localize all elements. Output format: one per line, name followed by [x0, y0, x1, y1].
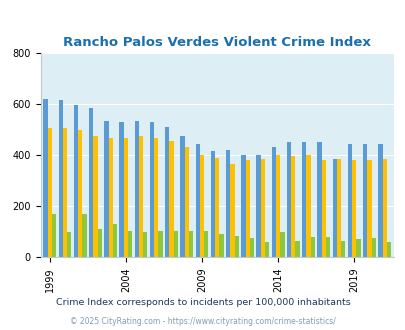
Bar [93, 136, 97, 257]
Bar [82, 214, 86, 257]
Bar [271, 148, 275, 257]
Bar [43, 99, 47, 257]
Bar [199, 155, 204, 257]
Bar [371, 238, 375, 257]
Bar [310, 237, 314, 257]
Bar [340, 241, 345, 257]
Bar [154, 139, 158, 257]
Bar [188, 231, 193, 257]
Bar [241, 155, 245, 257]
Bar [128, 231, 132, 257]
Bar [143, 232, 147, 257]
Bar [139, 136, 143, 257]
Bar [89, 108, 93, 257]
Bar [290, 156, 295, 257]
Bar [180, 136, 184, 257]
Bar [215, 158, 219, 257]
Bar [295, 241, 299, 257]
Bar [204, 231, 208, 257]
Bar [169, 141, 173, 257]
Bar [275, 155, 279, 257]
Bar [256, 155, 260, 257]
Bar [362, 144, 367, 257]
Bar [210, 151, 215, 257]
Bar [104, 120, 108, 257]
Bar [249, 238, 254, 257]
Bar [165, 127, 169, 257]
Bar [58, 100, 63, 257]
Bar [195, 144, 199, 257]
Legend: Rancho Palos Verdes, California, National: Rancho Palos Verdes, California, Nationa… [72, 328, 361, 330]
Bar [321, 160, 325, 257]
Bar [382, 159, 386, 257]
Bar [184, 148, 188, 257]
Bar [226, 150, 230, 257]
Bar [347, 144, 351, 257]
Bar [78, 130, 82, 257]
Bar [317, 142, 321, 257]
Bar [245, 160, 249, 257]
Bar [134, 120, 139, 257]
Bar [260, 159, 264, 257]
Bar [386, 242, 390, 257]
Bar [108, 139, 113, 257]
Bar [52, 214, 56, 257]
Bar [124, 139, 128, 257]
Bar [113, 224, 117, 257]
Bar [230, 164, 234, 257]
Bar [158, 231, 162, 257]
Bar [367, 160, 371, 257]
Bar [332, 159, 336, 257]
Bar [97, 229, 102, 257]
Bar [286, 142, 290, 257]
Bar [63, 128, 67, 257]
Bar [306, 155, 310, 257]
Bar [356, 240, 360, 257]
Text: Crime Index corresponds to incidents per 100,000 inhabitants: Crime Index corresponds to incidents per… [55, 298, 350, 307]
Bar [377, 144, 382, 257]
Bar [325, 237, 329, 257]
Bar [173, 231, 177, 257]
Bar [279, 232, 284, 257]
Bar [301, 142, 306, 257]
Bar [234, 236, 238, 257]
Bar [149, 122, 154, 257]
Bar [351, 160, 356, 257]
Bar [47, 128, 52, 257]
Text: © 2025 CityRating.com - https://www.cityrating.com/crime-statistics/: © 2025 CityRating.com - https://www.city… [70, 317, 335, 326]
Bar [74, 105, 78, 257]
Bar [67, 232, 71, 257]
Bar [264, 242, 269, 257]
Title: Rancho Palos Verdes Violent Crime Index: Rancho Palos Verdes Violent Crime Index [63, 36, 370, 49]
Bar [336, 159, 340, 257]
Bar [119, 122, 124, 257]
Bar [219, 234, 223, 257]
